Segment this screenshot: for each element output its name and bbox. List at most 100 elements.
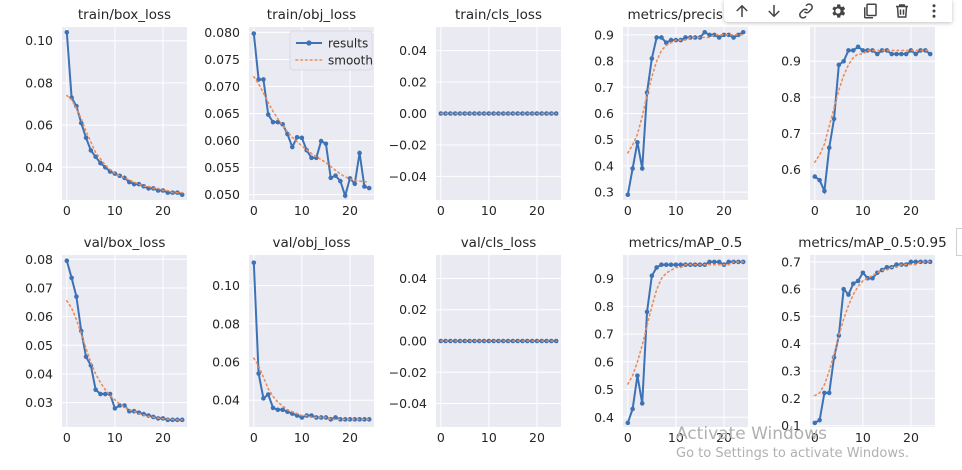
data-point <box>299 135 305 141</box>
y-tick-label: 0.00 <box>399 334 427 349</box>
data-point <box>736 32 741 38</box>
data-point <box>83 354 89 360</box>
y-tick-label: 0.08 <box>212 316 240 331</box>
chart-panel: 0 10 20 0.03 0.04 0.05 0.06 0.07 0.08 val/box_los… <box>25 235 187 445</box>
data-point <box>740 29 746 35</box>
chart-title: metrics/precision <box>628 7 744 23</box>
data-point <box>630 406 635 412</box>
chart-title: val/cls_loss <box>461 235 537 251</box>
data-point <box>265 112 271 117</box>
data-point <box>366 185 372 191</box>
data-point <box>635 373 640 378</box>
data-point <box>841 58 846 64</box>
x-tick-label: 10 <box>107 203 123 218</box>
move-up-button[interactable] <box>731 0 753 22</box>
data-point <box>721 32 727 38</box>
data-point <box>93 154 98 160</box>
link-button[interactable] <box>795 0 817 22</box>
data-point <box>659 35 664 40</box>
data-point <box>817 177 822 183</box>
data-point <box>357 150 362 156</box>
y-tick-label: 0.04 <box>212 393 240 408</box>
y-tick-label: 0.070 <box>204 79 240 94</box>
data-point <box>102 391 108 397</box>
data-point <box>280 407 285 413</box>
data-point <box>649 56 655 61</box>
data-point <box>639 166 645 171</box>
data-point <box>668 262 674 268</box>
data-point <box>261 396 266 401</box>
data-point <box>270 405 276 411</box>
trash-icon <box>896 4 908 18</box>
y-tick-label: 0.9 <box>781 54 801 69</box>
x-tick-label: 10 <box>294 430 310 445</box>
y-tick-label: 0.06 <box>212 355 240 370</box>
data-point <box>855 278 861 284</box>
y-tick-label: 0.075 <box>204 52 240 67</box>
data-point <box>908 259 914 265</box>
data-point <box>860 270 866 276</box>
chart-panel: 0 10 20 0.1 0.2 0.3 0.4 0.5 0.6 0.7 metrics/mAP_0.… <box>781 235 947 445</box>
data-point <box>831 116 837 122</box>
cell-toolbar <box>724 0 952 22</box>
arrow-down-icon <box>768 5 780 18</box>
data-point <box>112 406 118 411</box>
data-point <box>299 415 305 420</box>
data-point <box>726 32 732 38</box>
data-point <box>338 178 343 184</box>
y-tick-label: 0.080 <box>204 25 240 40</box>
data-point <box>654 265 659 270</box>
smooth-line <box>627 34 744 154</box>
data-point <box>683 35 688 40</box>
more-options-button[interactable] <box>923 0 945 22</box>
y-tick-label: 0.050 <box>204 187 240 202</box>
data-point <box>870 275 875 281</box>
y-tick-label: 0.7 <box>781 254 801 269</box>
series-group <box>438 111 559 116</box>
x-tick-label: 20 <box>716 203 732 218</box>
y-tick-label: 0.8 <box>781 90 801 105</box>
series-group <box>251 31 372 200</box>
plot-background <box>810 27 935 200</box>
x-tick-label: 10 <box>855 203 871 218</box>
chart-panel: 0 10 20 −0.04 −0.02 0.00 0.02 0.04 val/cls_loss <box>389 235 561 445</box>
mirror-cell-button[interactable] <box>859 0 881 22</box>
data-point <box>894 51 899 57</box>
chart-panel: 0 10 20 0.3 0.4 0.5 0.6 0.7 0.8 0.9 metrics/precis… <box>594 7 748 218</box>
y-tick-label: 0.7 <box>594 327 614 342</box>
y-tick-label: 0.4 <box>594 410 614 425</box>
x-tick-label: 20 <box>716 430 732 445</box>
data-point <box>179 192 185 198</box>
data-point <box>841 286 846 292</box>
data-point <box>98 391 103 397</box>
chart-title: train/obj_loss <box>267 7 356 23</box>
data-point <box>707 32 712 38</box>
data-point <box>659 262 664 268</box>
data-point <box>98 160 103 166</box>
x-tick-label: 20 <box>155 430 171 445</box>
chart-panel: 0 10 20 0.6 0.7 0.8 0.9 <box>781 27 935 218</box>
data-point <box>294 413 300 418</box>
y-tick-label: 0.02 <box>399 302 427 317</box>
link-icon <box>799 3 813 19</box>
x-tick-label: 10 <box>481 430 497 445</box>
y-tick-label: 0.02 <box>399 75 427 90</box>
y-tick-label: 0.1 <box>781 418 801 433</box>
data-point <box>251 31 257 36</box>
delete-cell-button[interactable] <box>891 0 913 22</box>
data-point <box>265 392 271 397</box>
data-point <box>707 259 712 265</box>
data-point <box>323 141 329 147</box>
chart-title: val/box_loss <box>84 235 166 251</box>
move-down-button[interactable] <box>763 0 785 22</box>
data-point <box>93 387 98 393</box>
data-point <box>894 262 899 267</box>
y-tick-label: 0.9 <box>594 27 614 42</box>
data-point <box>625 420 631 426</box>
chart-panel: 0 10 20 0.4 0.5 0.6 0.7 0.8 0.9 metrics/mAP_0.5 <box>594 235 748 445</box>
data-point <box>812 420 818 426</box>
x-tick-label: 0 <box>624 203 632 218</box>
data-point <box>726 259 732 265</box>
x-tick-label: 0 <box>624 430 632 445</box>
settings-button[interactable] <box>827 0 849 22</box>
